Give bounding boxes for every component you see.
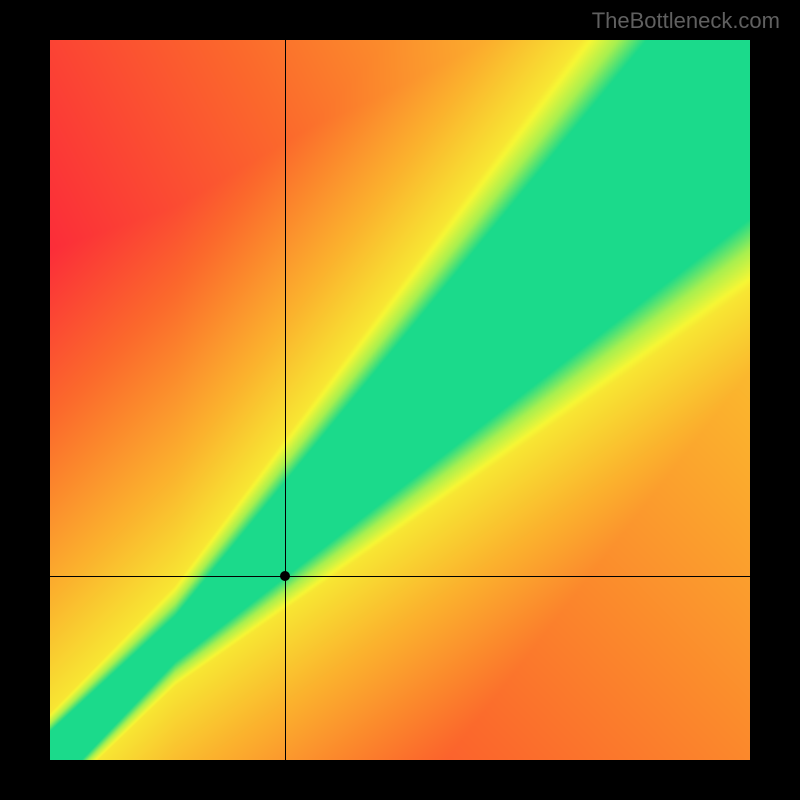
crosshair-vertical — [285, 40, 286, 760]
watermark-text: TheBottleneck.com — [592, 8, 780, 34]
chart-container: TheBottleneck.com — [0, 0, 800, 800]
plot-area — [50, 40, 750, 760]
heatmap-canvas — [50, 40, 750, 760]
crosshair-horizontal — [50, 576, 750, 577]
marker-dot — [280, 571, 290, 581]
